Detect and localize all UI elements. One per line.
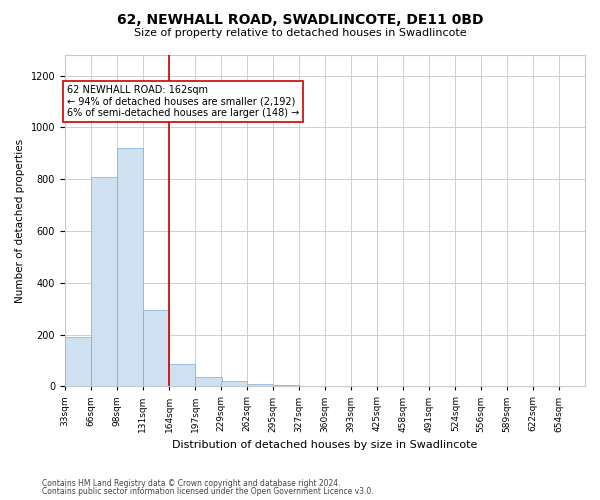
Bar xyxy=(247,384,273,386)
Text: Size of property relative to detached houses in Swadlincote: Size of property relative to detached ho… xyxy=(134,28,466,38)
Text: Contains public sector information licensed under the Open Government Licence v3: Contains public sector information licen… xyxy=(42,487,374,496)
Bar xyxy=(143,310,169,386)
Bar xyxy=(221,381,247,386)
Bar xyxy=(91,176,118,386)
Text: Contains HM Land Registry data © Crown copyright and database right 2024.: Contains HM Land Registry data © Crown c… xyxy=(42,478,341,488)
Text: 62, NEWHALL ROAD, SWADLINCOTE, DE11 0BD: 62, NEWHALL ROAD, SWADLINCOTE, DE11 0BD xyxy=(117,12,483,26)
Bar xyxy=(196,377,221,386)
Y-axis label: Number of detached properties: Number of detached properties xyxy=(15,138,25,302)
Bar xyxy=(116,148,143,386)
X-axis label: Distribution of detached houses by size in Swadlincote: Distribution of detached houses by size … xyxy=(172,440,478,450)
Bar xyxy=(65,337,91,386)
Text: 62 NEWHALL ROAD: 162sqm
← 94% of detached houses are smaller (2,192)
6% of semi-: 62 NEWHALL ROAD: 162sqm ← 94% of detache… xyxy=(67,85,299,118)
Bar xyxy=(169,364,196,386)
